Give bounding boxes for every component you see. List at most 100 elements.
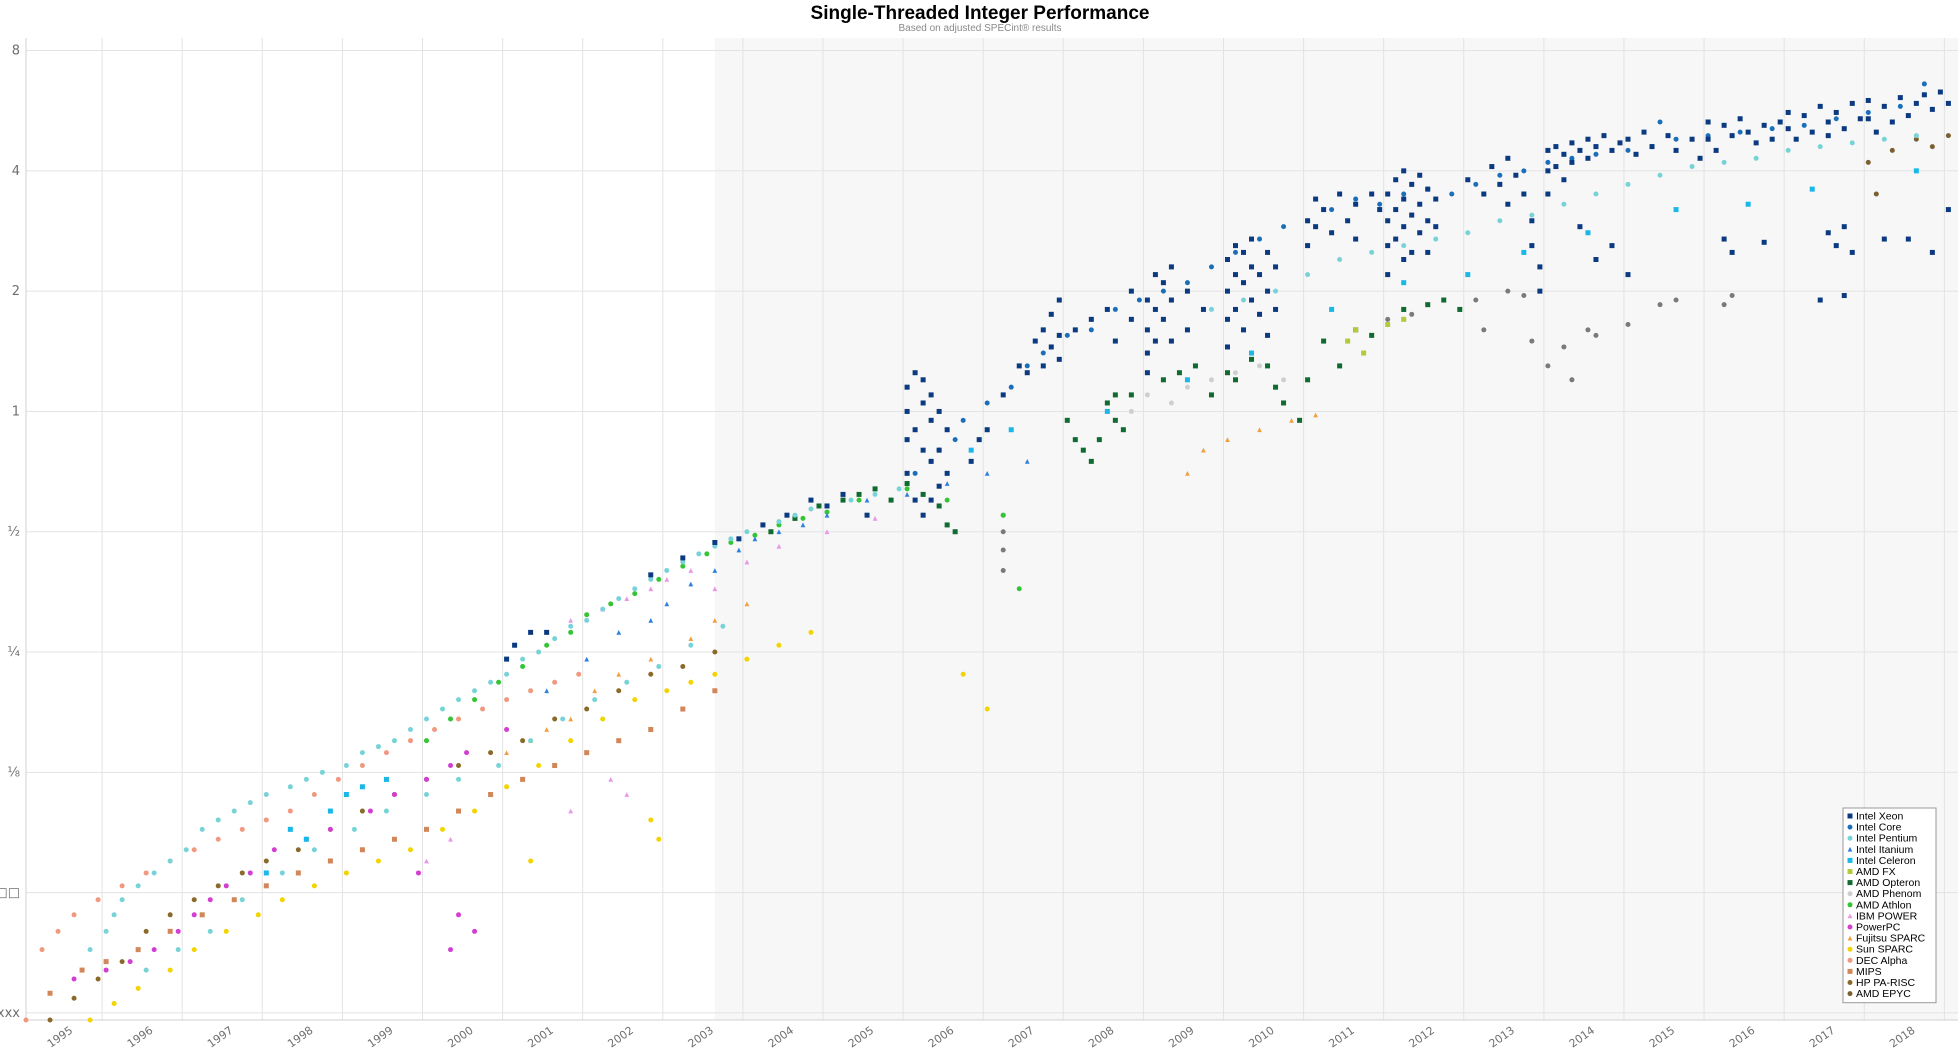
data-point bbox=[304, 837, 309, 842]
data-point bbox=[841, 498, 846, 503]
data-point bbox=[985, 427, 990, 432]
data-point bbox=[136, 986, 141, 991]
data-point bbox=[1593, 152, 1598, 157]
data-point bbox=[384, 809, 389, 814]
data-point bbox=[1521, 293, 1526, 298]
data-point bbox=[1850, 250, 1855, 255]
data-point bbox=[312, 883, 317, 888]
data-point bbox=[905, 385, 910, 390]
data-point bbox=[1938, 90, 1943, 95]
data-point bbox=[1401, 243, 1406, 248]
data-point bbox=[1425, 218, 1430, 223]
data-point bbox=[1353, 197, 1358, 202]
data-point bbox=[1690, 164, 1695, 169]
data-point bbox=[248, 800, 253, 805]
data-point bbox=[1417, 202, 1422, 207]
data-point bbox=[1842, 293, 1847, 298]
data-point bbox=[472, 809, 477, 814]
data-point bbox=[1569, 160, 1574, 165]
data-point bbox=[664, 568, 669, 573]
data-point bbox=[368, 809, 373, 814]
data-point bbox=[1313, 197, 1318, 202]
data-point bbox=[616, 738, 621, 743]
data-point bbox=[1113, 392, 1118, 397]
data-point bbox=[1401, 257, 1406, 262]
data-point bbox=[1449, 192, 1454, 197]
data-point bbox=[1337, 363, 1342, 368]
data-point bbox=[1545, 192, 1550, 197]
data-point bbox=[1257, 272, 1262, 277]
data-point bbox=[1329, 207, 1334, 212]
data-point bbox=[800, 516, 805, 521]
data-point bbox=[264, 870, 269, 875]
data-point bbox=[1073, 437, 1078, 442]
data-point bbox=[592, 697, 597, 702]
data-point bbox=[584, 612, 589, 617]
data-point bbox=[424, 792, 429, 797]
data-point bbox=[1369, 192, 1374, 197]
data-point bbox=[1249, 264, 1254, 269]
y-tick-label: 2 bbox=[12, 284, 20, 299]
data-point bbox=[1625, 148, 1630, 153]
data-point bbox=[360, 847, 365, 852]
data-point bbox=[240, 870, 245, 875]
data-point bbox=[1577, 224, 1582, 229]
data-point bbox=[1385, 272, 1390, 277]
data-point bbox=[376, 744, 381, 749]
data-point bbox=[1625, 322, 1630, 327]
data-point bbox=[1233, 272, 1238, 277]
data-point bbox=[1818, 104, 1823, 109]
data-point bbox=[1241, 298, 1246, 303]
data-point bbox=[336, 777, 341, 782]
data-point bbox=[1834, 116, 1839, 121]
data-point bbox=[288, 784, 293, 789]
data-point bbox=[977, 437, 982, 442]
data-point bbox=[1273, 264, 1278, 269]
data-point bbox=[1065, 333, 1070, 338]
data-point bbox=[456, 716, 461, 721]
data-point bbox=[744, 529, 749, 534]
data-point bbox=[136, 947, 141, 952]
data-point bbox=[784, 513, 789, 518]
data-point bbox=[961, 672, 966, 677]
data-point bbox=[168, 858, 173, 863]
data-point bbox=[1609, 243, 1614, 248]
data-point bbox=[144, 870, 149, 875]
data-point bbox=[320, 770, 325, 775]
data-point bbox=[648, 817, 653, 822]
data-point bbox=[1473, 182, 1478, 187]
data-point bbox=[448, 716, 453, 721]
data-point bbox=[1001, 513, 1006, 518]
data-point bbox=[1161, 377, 1166, 382]
data-point bbox=[504, 697, 509, 702]
data-point bbox=[1377, 202, 1382, 207]
data-point bbox=[889, 498, 894, 503]
data-point bbox=[1425, 187, 1430, 192]
data-point bbox=[1169, 264, 1174, 269]
data-point bbox=[552, 716, 557, 721]
data-point bbox=[969, 459, 974, 464]
data-point bbox=[905, 481, 910, 486]
data-point bbox=[1834, 110, 1839, 115]
data-point bbox=[1834, 243, 1839, 248]
y-tick-label: xxx bbox=[0, 1006, 20, 1021]
data-point bbox=[472, 688, 477, 693]
data-point bbox=[1658, 302, 1663, 307]
data-point bbox=[1930, 107, 1935, 112]
data-point bbox=[1129, 289, 1134, 294]
legend-swatch bbox=[1848, 814, 1853, 819]
data-point bbox=[1802, 113, 1807, 118]
data-point bbox=[1313, 224, 1318, 229]
data-point bbox=[1698, 156, 1703, 161]
data-point bbox=[680, 555, 685, 560]
data-point bbox=[1225, 257, 1230, 262]
data-point bbox=[1049, 312, 1054, 317]
data-point bbox=[1521, 192, 1526, 197]
data-point bbox=[1545, 363, 1550, 368]
data-point bbox=[1169, 298, 1174, 303]
data-point bbox=[1457, 307, 1462, 312]
data-point bbox=[1505, 202, 1510, 207]
data-point bbox=[40, 947, 45, 952]
data-point bbox=[1185, 377, 1190, 382]
data-point bbox=[1537, 289, 1542, 294]
